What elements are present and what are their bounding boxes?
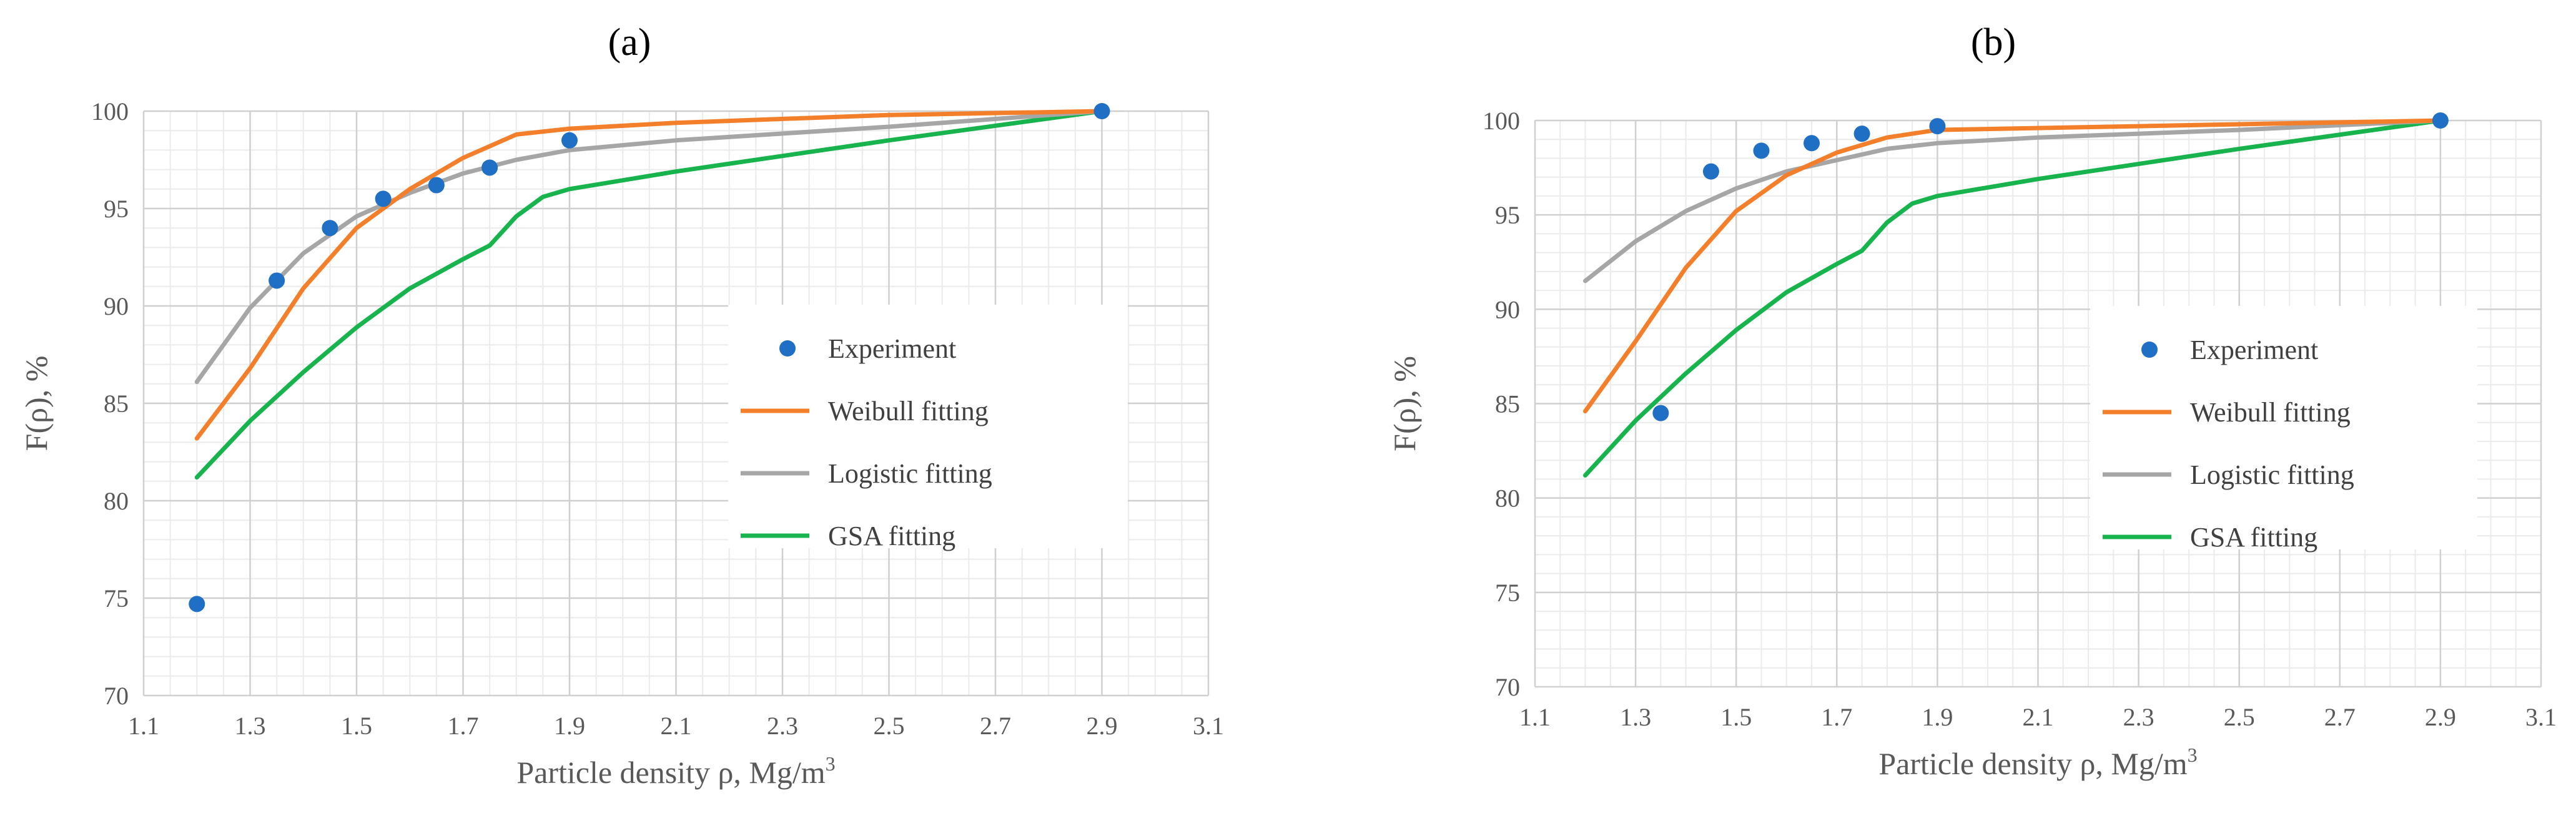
- series-line-gsa-fitting: [194, 109, 1104, 480]
- x-axis-label: Particle density ρ, Mg/m3: [1878, 744, 2197, 781]
- x-tick-label: 1.3: [235, 712, 266, 740]
- y-tick-label: 85: [1495, 390, 1520, 418]
- x-tick-label: 2.9: [1087, 712, 1118, 740]
- y-tick-label: 100: [91, 97, 129, 125]
- experiment-point: [1093, 103, 1110, 119]
- x-tick-label: 3.1: [2525, 703, 2557, 731]
- legend-label: Experiment: [828, 333, 956, 364]
- x-tick-label: 2.1: [661, 712, 692, 740]
- legend-label: GSA fitting: [828, 521, 955, 551]
- x-tick-label: 2.9: [2425, 703, 2456, 731]
- x-tick-label: 1.5: [1720, 703, 1752, 731]
- x-tick-label: 2.5: [2224, 703, 2255, 731]
- experiment-point: [1804, 135, 1820, 152]
- y-tick-label: 90: [1495, 295, 1520, 323]
- legend-label: Weibull fitting: [2190, 397, 2351, 428]
- panel-label: (a): [608, 21, 651, 64]
- x-tick-label: 2.7: [980, 712, 1011, 740]
- series-line-logistic-fitting: [194, 109, 1104, 385]
- experiment-point: [189, 596, 205, 612]
- x-tick-label: 1.1: [1519, 703, 1551, 731]
- experiment-point: [1652, 405, 1669, 421]
- x-tick-label: 2.7: [2324, 703, 2356, 731]
- y-axis-label: F(ρ), %: [1387, 356, 1422, 451]
- legend-label: Logistic fitting: [828, 458, 992, 489]
- y-tick-label: 85: [104, 390, 129, 418]
- series-line-weibull-fitting: [194, 109, 1104, 441]
- major-gridlines: [142, 110, 1210, 697]
- x-tick-label: 2.3: [2123, 703, 2154, 731]
- x-axis-label-superscript: 3: [826, 752, 836, 775]
- experiment-point: [1929, 118, 1946, 135]
- x-tick-label: 1.7: [448, 712, 479, 740]
- x-tick-label: 1.7: [1821, 703, 1852, 731]
- x-tick-label: 1.3: [1620, 703, 1651, 731]
- y-tick-label: 80: [1495, 484, 1520, 513]
- experiment-point: [481, 159, 498, 176]
- y-tick-label: 70: [104, 682, 129, 710]
- y-tick-label: 95: [1495, 201, 1520, 229]
- panel-label: (b): [1971, 21, 2016, 64]
- experiment-point: [1753, 142, 1770, 159]
- x-axis-label-text: Particle density ρ, Mg/m: [516, 755, 825, 790]
- legend-label: Weibull fitting: [828, 396, 989, 426]
- experiment-point: [428, 177, 445, 194]
- y-axis-label: F(ρ), %: [19, 356, 54, 451]
- x-tick-label: 1.9: [554, 712, 585, 740]
- chart-a: (a) 1.1 1.3 1.5 1.7 1.9 2.1 2.3 2.5 2.7 2.9 3.1 70 75…: [19, 21, 1224, 790]
- chart-panel-a: (a) 1.1 1.3 1.5 1.7 1.9 2.1 2.3 2.5 2.7 2.9 3.1 70 75…: [19, 21, 1224, 790]
- x-axis-label-superscript: 3: [2188, 744, 2198, 766]
- chart-b: (b) 1.1 1.3 1.5 1.7 1.9 2.1 2.3 2.5 2.7 2.9 3.1 70 75…: [1387, 21, 2557, 781]
- series-line-weibull-fitting: [1583, 118, 2443, 414]
- y-tick-label: 75: [1495, 579, 1520, 607]
- x-tick-label: 1.9: [1922, 703, 1953, 731]
- x-axis-label-text: Particle density ρ, Mg/m: [1878, 746, 2187, 781]
- x-tick-label: 2.5: [874, 712, 905, 740]
- experiment-point: [561, 132, 578, 149]
- x-tick-label: 2.3: [767, 712, 798, 740]
- series-line-logistic-fitting: [1583, 118, 2443, 283]
- chart-panel-b: (b) 1.1 1.3 1.5 1.7 1.9 2.1 2.3 2.5 2.7 2.9 3.1 70 75…: [1288, 0, 2576, 836]
- y-tick-label: 75: [104, 584, 129, 612]
- x-tick-label: 2.1: [2023, 703, 2054, 731]
- experiment-point: [1702, 163, 1719, 180]
- legend: Experiment Weibull fitting Logistic fittin…: [2090, 306, 2477, 553]
- x-axis-label: Particle density ρ, Mg/m3: [516, 752, 835, 790]
- x-tick-label: 3.1: [1193, 712, 1224, 740]
- experiment-point: [269, 272, 285, 289]
- legend-marker-experiment: [2141, 342, 2158, 358]
- experiment-point: [322, 220, 338, 237]
- series-line-gsa-fitting: [1583, 118, 2443, 478]
- legend-label: Experiment: [2190, 335, 2318, 365]
- legend: Experiment Weibull fitting Logistic fittin…: [728, 305, 1128, 551]
- y-tick-label: 100: [1483, 107, 1520, 135]
- experiment-point: [375, 190, 392, 207]
- experiment-point: [2432, 112, 2449, 129]
- y-tick-label: 95: [104, 195, 129, 223]
- x-tick-label: 1.5: [341, 712, 372, 740]
- x-tick-label: 1.1: [128, 712, 159, 740]
- y-tick-label: 80: [104, 487, 129, 515]
- legend-label: GSA fitting: [2190, 522, 2317, 553]
- y-tick-label: 70: [1495, 673, 1520, 701]
- y-tick-label: 90: [104, 292, 129, 320]
- legend-label: Logistic fitting: [2190, 460, 2354, 490]
- legend-marker-experiment: [779, 340, 796, 357]
- experiment-point: [1853, 125, 1870, 142]
